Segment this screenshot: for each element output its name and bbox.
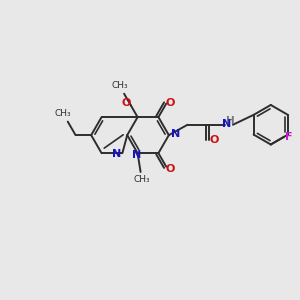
Text: CH₃: CH₃ [112, 81, 128, 90]
Text: CH₃: CH₃ [133, 175, 150, 184]
Text: N: N [171, 129, 180, 139]
Text: H: H [226, 116, 234, 126]
Text: N: N [112, 149, 121, 159]
Text: O: O [121, 98, 130, 108]
Text: O: O [166, 98, 175, 108]
Text: N: N [132, 150, 141, 160]
Text: CH₃: CH₃ [55, 109, 71, 118]
Text: N: N [222, 119, 232, 129]
Text: F: F [286, 132, 293, 142]
Text: O: O [209, 135, 219, 145]
Text: O: O [166, 164, 175, 174]
